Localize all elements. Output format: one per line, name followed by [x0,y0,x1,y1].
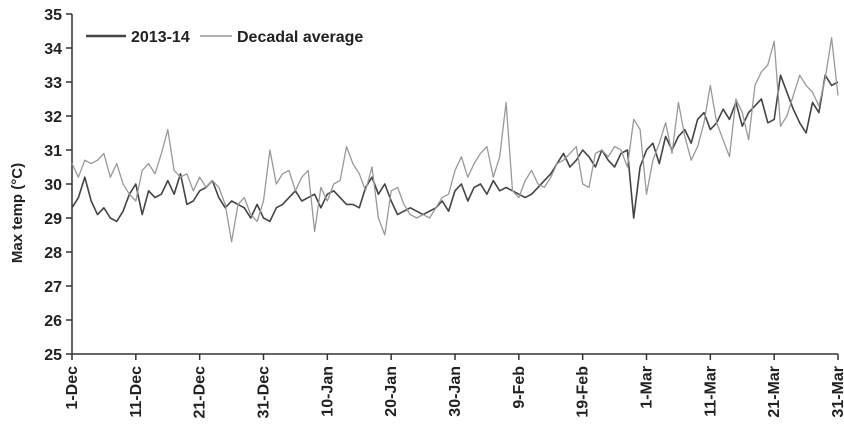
x-tick-label: 11-Dec [128,366,145,418]
y-tick-label: 34 [44,41,62,58]
x-tick-label: 10-Jan [319,366,336,417]
series-line-decadal-average [71,37,839,243]
y-tick-label: 30 [44,177,62,194]
x-tick-label: 1-Dec [64,366,81,410]
x-tick-label: 30-Jan [447,366,464,417]
legend-label-2013-14: 2013-14 [131,29,190,46]
y-axis-title: Max temp (°C) [9,163,26,263]
x-tick-label: 20-Jan [383,366,400,417]
x-tick-label: 31-Dec [256,366,273,419]
y-tick-label: 29 [44,211,62,228]
y-tick-label: 25 [44,347,62,364]
y-tick-label: 26 [44,313,62,330]
x-tick-label: 19-Feb [575,366,592,418]
legend: 2013-14 Decadal average [86,29,363,46]
x-tick-label: 11-Mar [702,366,719,417]
y-tick-label: 35 [44,7,62,24]
y-axis: 25 26 27 28 29 30 31 32 33 34 35 [44,7,73,364]
y-tick-label: 32 [44,109,62,126]
x-tick-label: 21-Dec [192,366,209,419]
x-tick-label: 31-Mar [830,366,844,418]
x-tick-label: 1-Mar [639,366,656,409]
y-tick-label: 33 [44,75,62,92]
series-layer [71,37,839,243]
x-tick-label: 21-Mar [766,366,783,418]
y-tick-label: 27 [44,279,62,296]
series-line-2013-14 [71,74,839,223]
y-tick-label: 28 [44,245,62,262]
legend-label-decadal-average: Decadal average [237,29,363,46]
x-axis: 1-Dec 11-Dec 21-Dec 31-Dec 10-Jan 20-Jan 30-Ja… [64,353,844,419]
x-tick-label: 9-Feb [511,366,528,409]
y-tick-label: 31 [44,143,62,160]
